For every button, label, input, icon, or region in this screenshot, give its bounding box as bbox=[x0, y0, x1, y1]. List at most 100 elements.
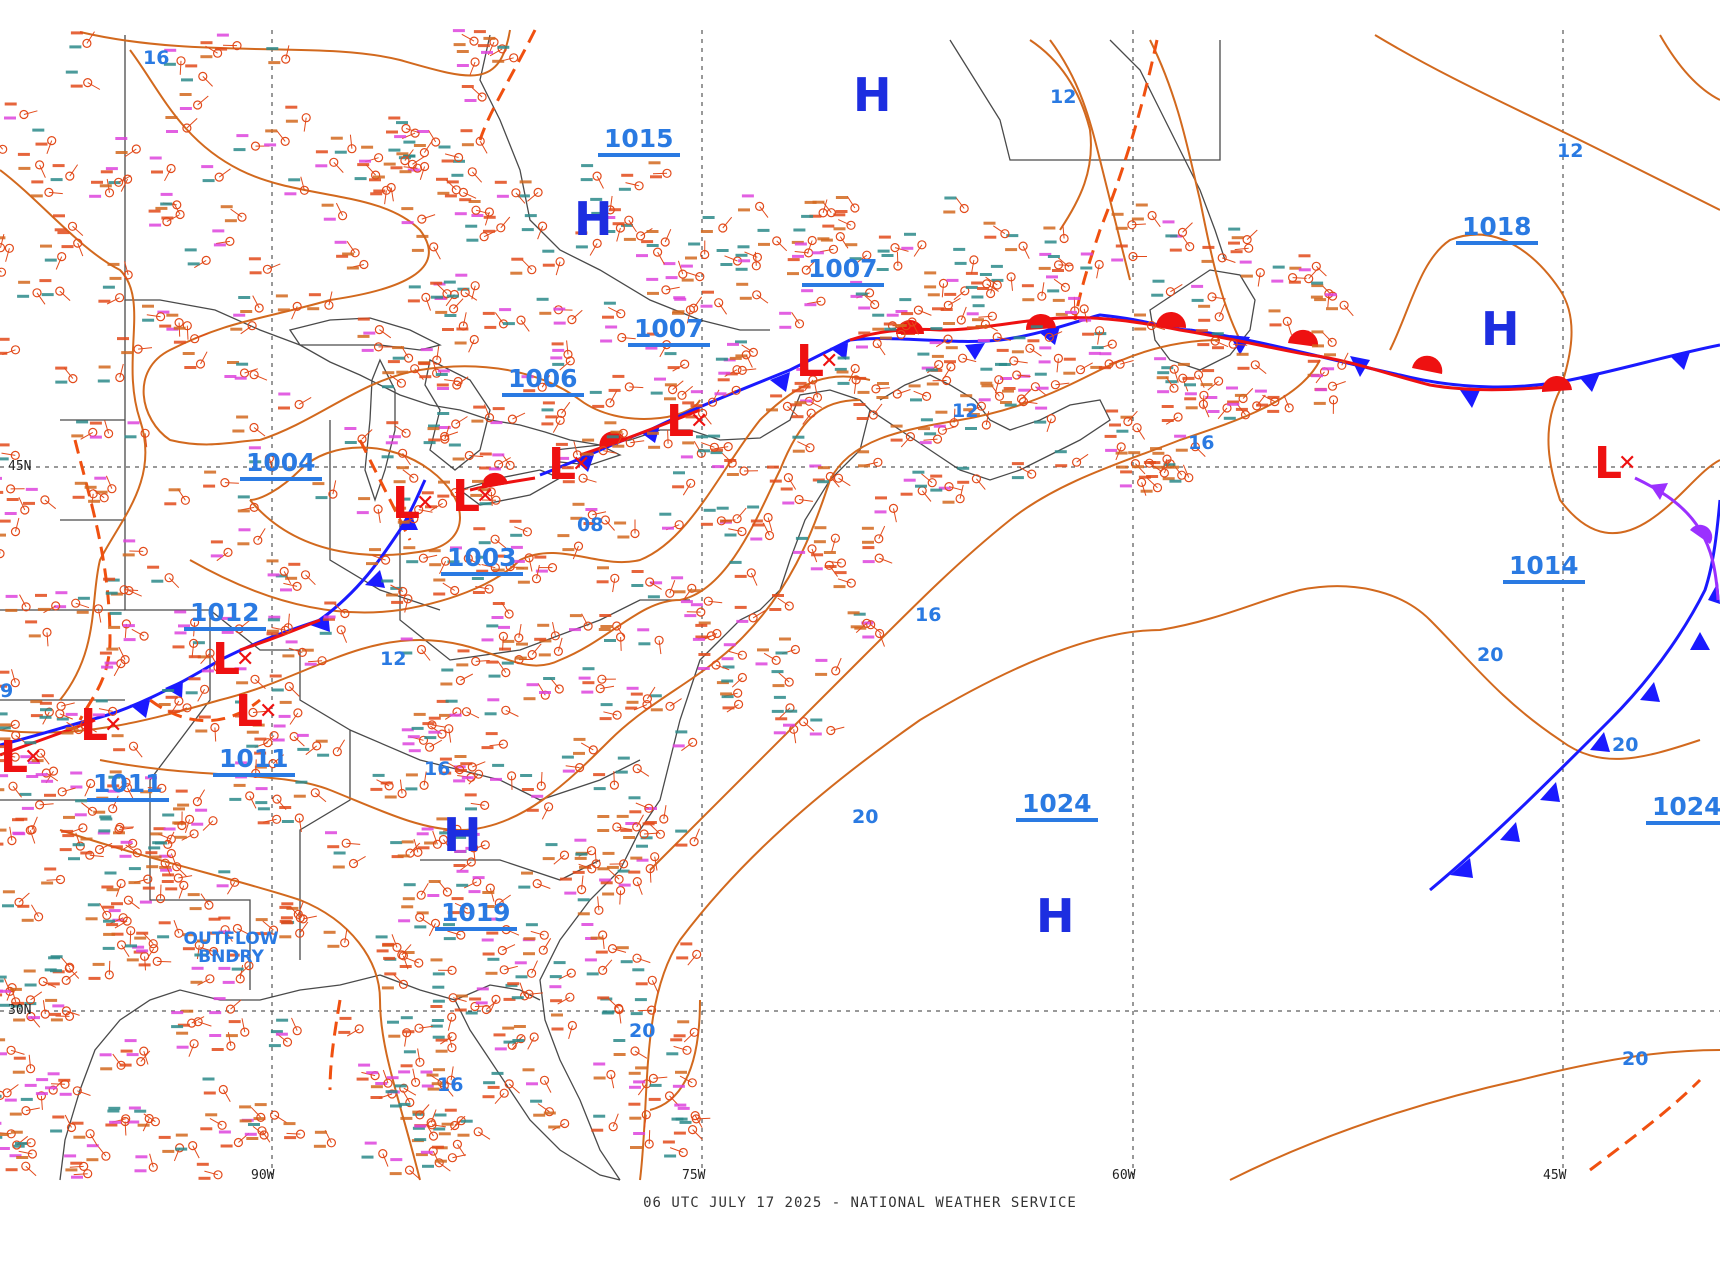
station-value-glyph bbox=[1184, 397, 1196, 400]
station-value-glyph bbox=[447, 295, 459, 298]
isobar-label: 12 bbox=[1050, 86, 1076, 108]
wind-barb bbox=[519, 624, 521, 638]
station-value-glyph bbox=[52, 1004, 64, 1007]
low-pressure-center: L✕ bbox=[0, 736, 46, 788]
station-value-glyph bbox=[616, 771, 628, 774]
station-value-glyph bbox=[53, 164, 65, 167]
station-value-glyph bbox=[647, 230, 659, 233]
wind-barb bbox=[187, 326, 188, 340]
station-value-glyph bbox=[266, 47, 278, 50]
station-value-glyph bbox=[523, 952, 535, 955]
station-value-glyph bbox=[497, 195, 509, 198]
front-barb bbox=[1650, 483, 1668, 500]
station-value-glyph bbox=[575, 853, 587, 856]
station-value-glyph bbox=[499, 308, 511, 311]
station-value-glyph bbox=[455, 1009, 467, 1012]
station-value-glyph bbox=[534, 638, 546, 641]
station-value-glyph bbox=[629, 796, 641, 799]
station-value-glyph bbox=[478, 44, 490, 47]
station-value-glyph bbox=[858, 307, 870, 310]
station-value-glyph bbox=[1255, 390, 1267, 393]
station-value-glyph bbox=[455, 212, 467, 215]
station-value-glyph bbox=[605, 326, 617, 329]
station-value-glyph bbox=[45, 1086, 57, 1089]
station-value-glyph bbox=[518, 886, 530, 889]
wind-barb bbox=[978, 316, 992, 317]
isobar-label: 20 bbox=[629, 1020, 655, 1042]
station-value-glyph bbox=[980, 273, 992, 276]
station-value-glyph bbox=[1240, 261, 1252, 264]
station-value-glyph bbox=[735, 575, 747, 578]
station-value-glyph bbox=[203, 1078, 215, 1081]
station-value-glyph bbox=[229, 798, 241, 801]
wind-barb bbox=[836, 658, 842, 671]
wind-barb bbox=[804, 722, 814, 731]
station-value-glyph bbox=[0, 338, 10, 341]
station-value-glyph bbox=[920, 441, 932, 444]
station-value-glyph bbox=[12, 832, 24, 835]
station-value-glyph bbox=[335, 151, 347, 154]
station-value-glyph bbox=[999, 363, 1011, 366]
station-value-glyph bbox=[772, 594, 784, 597]
station-value-glyph bbox=[673, 471, 685, 474]
station-value-glyph bbox=[682, 279, 694, 282]
station-value-glyph bbox=[817, 237, 829, 240]
wind-barb bbox=[659, 640, 661, 654]
station-value-glyph bbox=[884, 328, 896, 331]
wind-barb bbox=[1063, 225, 1064, 239]
station-value-glyph bbox=[403, 141, 415, 144]
station-value-glyph bbox=[632, 570, 644, 573]
station-value-glyph bbox=[645, 347, 657, 350]
wind-barb bbox=[124, 590, 138, 591]
station-value-glyph bbox=[848, 611, 860, 614]
station-value-glyph bbox=[0, 990, 11, 993]
station-value-glyph bbox=[484, 326, 496, 329]
station-value-glyph bbox=[1167, 466, 1179, 469]
station-value-glyph bbox=[36, 1078, 48, 1081]
station-value-glyph bbox=[456, 663, 468, 666]
station-value-glyph bbox=[792, 436, 804, 439]
station-value-glyph bbox=[899, 298, 911, 301]
station-value-glyph bbox=[628, 1103, 640, 1106]
station-value-glyph bbox=[1116, 466, 1128, 469]
station-value-glyph bbox=[638, 642, 650, 645]
station-value-glyph bbox=[466, 239, 478, 242]
station-value-glyph bbox=[432, 1146, 444, 1149]
station-value-glyph bbox=[224, 375, 236, 378]
wind-barb bbox=[795, 252, 809, 253]
low-center-mark: ✕ bbox=[416, 491, 434, 516]
station-value-glyph bbox=[1039, 267, 1051, 270]
wind-barb bbox=[572, 310, 582, 319]
station-value-glyph bbox=[50, 1130, 62, 1133]
station-value-glyph bbox=[101, 170, 113, 173]
station-value-glyph bbox=[436, 1039, 448, 1042]
station-value-glyph bbox=[637, 628, 649, 631]
station-value-glyph bbox=[512, 996, 524, 999]
station-value-glyph bbox=[1153, 280, 1165, 283]
station-value-glyph bbox=[5, 512, 17, 515]
station-value-glyph bbox=[720, 692, 732, 695]
station-value-glyph bbox=[18, 153, 30, 156]
station-value-glyph bbox=[492, 616, 504, 619]
wind-barb bbox=[918, 310, 931, 315]
station-value-glyph bbox=[486, 932, 498, 935]
station-value-glyph bbox=[738, 259, 750, 262]
station-value-glyph bbox=[1082, 333, 1094, 336]
station-value-glyph bbox=[1312, 344, 1324, 347]
station-value-glyph bbox=[42, 694, 54, 697]
station-value-glyph bbox=[90, 436, 102, 439]
station-value-glyph bbox=[549, 985, 561, 988]
wind-barb bbox=[603, 935, 605, 949]
station-value-glyph bbox=[641, 240, 653, 243]
station-value-glyph bbox=[389, 435, 401, 438]
station-value-glyph bbox=[1134, 328, 1146, 331]
station-value-glyph bbox=[199, 716, 211, 719]
station-value-glyph bbox=[539, 653, 551, 656]
station-value-glyph bbox=[250, 271, 262, 274]
station-value-glyph bbox=[909, 384, 921, 387]
isobar bbox=[1030, 40, 1091, 230]
station-value-glyph bbox=[482, 939, 494, 942]
station-value-glyph bbox=[173, 645, 185, 648]
station-value-glyph bbox=[370, 788, 382, 791]
station-value-glyph bbox=[232, 968, 244, 971]
